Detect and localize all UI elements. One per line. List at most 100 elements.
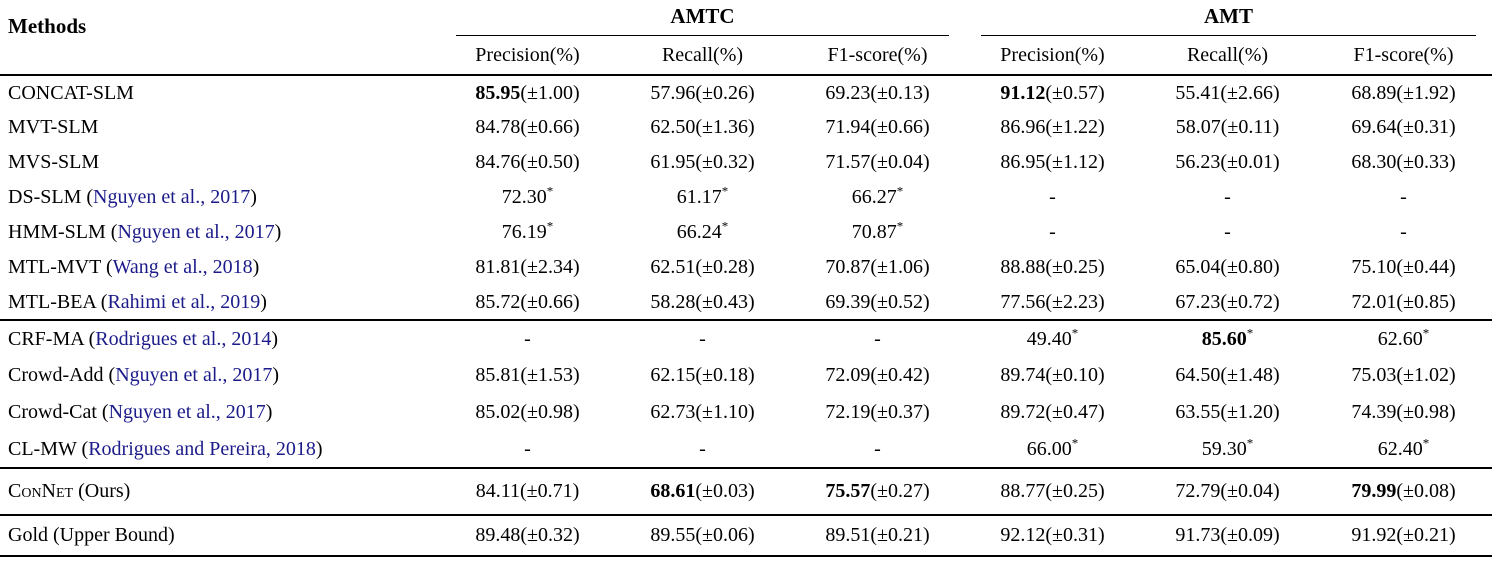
metric-cell: 89.48(±0.32) (440, 514, 615, 557)
method-name-cell: CONCAT-SLM (0, 75, 440, 110)
metric-value: 58.28 (650, 290, 696, 313)
metric-cell: 89.55(±0.06) (615, 514, 790, 557)
metric-value: 57.96 (650, 81, 696, 104)
method-name-cell: CRF-MA (Rodrigues et al., 2014) (0, 319, 440, 357)
metric-value: 65.04 (1175, 256, 1221, 278)
metric-cell: 61.17* (615, 180, 790, 215)
group-header-amtc: AMTC (440, 0, 965, 36)
method-name: Gold (8, 524, 48, 546)
metric-value: 84.11 (475, 480, 520, 502)
method-name: MVT-SLM (8, 116, 99, 138)
citation-link[interactable]: Nguyen et al., 2017 (93, 186, 251, 208)
metric-cell: 67.23(±0.72) (1175, 290, 1280, 313)
metric-cell: - (1224, 221, 1231, 243)
metric-value: 89.51 (825, 524, 871, 546)
metric-cell: 86.96(±1.22) (1000, 116, 1105, 138)
citation-link[interactable]: Wang et al., 2018 (112, 256, 253, 278)
metric-cell: 89.72(±0.47) (1000, 401, 1105, 423)
metric-cell: 71.57(±0.04) (825, 151, 930, 173)
metric-cell: 70.87(±1.06) (825, 256, 930, 278)
table-row: CRF-MA (Rodrigues et al., 2014) - - -49.40*… (0, 319, 1492, 357)
metric-value: 67.23 (1175, 290, 1221, 313)
method-name-cell: Gold (Upper Bound) (0, 514, 440, 557)
metric-value: 89.72 (1000, 401, 1046, 423)
metric-cell: - (524, 437, 531, 460)
metric-cell: 77.56(±2.23) (1000, 290, 1105, 313)
metric-value: 66.27 (851, 186, 897, 208)
metric-cell: 85.60* (1140, 319, 1315, 357)
metric-value: 86.96 (1000, 116, 1046, 138)
metric-value: 79.99 (1351, 480, 1397, 502)
metric-cell: 62.15(±0.18) (650, 364, 755, 386)
metric-value: 70.87 (851, 221, 897, 243)
reported-result-asterisk: * (721, 183, 729, 199)
method-name-cell: Crowd-Add (Nguyen et al., 2017) (8, 364, 280, 386)
metric-cell: - (1049, 186, 1056, 208)
reported-result-asterisk: * (721, 218, 729, 234)
metric-value: 89.74 (1000, 364, 1046, 386)
metric-value: 72.09 (825, 364, 871, 386)
metric-cell: 61.95(±0.32) (650, 151, 755, 173)
metric-cell: 68.61(±0.03) (615, 467, 790, 515)
metric-value: 84.76 (475, 151, 521, 173)
metric-value: 75.03 (1351, 364, 1397, 386)
metric-value: 76.19 (501, 221, 547, 243)
metric-cell: 69.64(±0.31) (1351, 116, 1456, 138)
citation-link[interactable]: Nguyen et al., 2017 (115, 364, 273, 386)
group-header-amt: AMT (965, 0, 1492, 36)
metric-cell: 59.30* (1140, 431, 1315, 468)
metric-cell: 63.55(±1.20) (1175, 401, 1280, 423)
metric-cell: 76.19* (440, 215, 615, 250)
metric-value: 59.30 (1201, 437, 1247, 460)
metric-value: 89.48 (475, 524, 521, 546)
method-name: CONCAT-SLM (8, 81, 134, 104)
metric-cell: 62.73(±1.10) (650, 401, 755, 423)
metric-cell: 85.81(±1.53) (475, 364, 580, 386)
metric-cell: - (440, 319, 615, 357)
metric-cell: - (1400, 221, 1407, 243)
metric-cell: 66.27* (790, 180, 965, 215)
metric-cell: 81.81(±2.34) (475, 256, 580, 278)
metric-value: 68.61 (650, 480, 696, 502)
metric-value: 92.12 (1000, 524, 1046, 546)
metric-value: 62.60 (1377, 327, 1423, 350)
citation-link[interactable]: Nguyen et al., 2017 (117, 221, 275, 243)
metric-value: 61.17 (676, 186, 722, 208)
citation-link[interactable]: Nguyen et al., 2017 (108, 401, 266, 423)
metric-value: 70.87 (825, 256, 871, 278)
citation-link[interactable]: Rahimi et al., 2019 (107, 290, 261, 313)
metric-cell: 71.94(±0.66) (825, 116, 930, 138)
table-row: Crowd-Cat (Nguyen et al., 2017) 85.02(±0.… (0, 394, 1492, 431)
method-name: CRF-MA (8, 327, 84, 350)
metric-cell: 72.79(±0.04) (1140, 467, 1315, 515)
metric-cell: 69.39(±0.52) (825, 290, 930, 313)
table-row: MTL-BEA (Rahimi et al., 2019) 85.72(±0.66… (0, 285, 1492, 320)
reported-result-asterisk: * (1071, 324, 1079, 340)
metric-cell: 58.28(±0.43) (650, 290, 755, 313)
table-row: Gold (Upper Bound) 89.48(±0.32) 89.55(±0.0… (0, 514, 1492, 557)
metric-cell: 72.01(±0.85) (1351, 290, 1456, 313)
metric-cell: 84.76(±0.50) (475, 151, 580, 173)
metric-cell: 85.72(±0.66) (475, 290, 580, 313)
metric-value: 62.50 (650, 116, 696, 138)
table-row: ConNet (Ours) 84.11(±0.71) 68.61(±0.03) 75.… (0, 467, 1492, 515)
metric-cell: - (699, 437, 706, 460)
table-section-gold: Gold (Upper Bound) 89.48(±0.32) 89.55(±0.0… (0, 514, 1492, 557)
metric-cell: 68.89(±1.92) (1351, 81, 1456, 104)
metric-cell: 62.51(±0.28) (650, 256, 755, 278)
metric-value: 72.30 (501, 186, 547, 208)
metric-value: 64.50 (1175, 364, 1221, 386)
metric-value: 61.95 (650, 151, 696, 173)
metric-cell: 88.88(±0.25) (1000, 256, 1105, 278)
citation-link[interactable]: Rodrigues and Pereira, 2018 (88, 437, 316, 460)
citation-link[interactable]: Rodrigues et al., 2014 (95, 327, 272, 350)
metric-value: 56.23 (1175, 151, 1221, 173)
metric-value: 72.79 (1175, 480, 1221, 502)
metric-cell: 91.92(±0.21) (1315, 514, 1492, 557)
metric-value: 85.60 (1201, 327, 1247, 350)
amt-cmidrule (981, 35, 1477, 36)
metric-value: 69.39 (825, 290, 871, 313)
metric-cell: 72.09(±0.42) (825, 364, 930, 386)
metric-value: 58.07 (1175, 116, 1221, 138)
